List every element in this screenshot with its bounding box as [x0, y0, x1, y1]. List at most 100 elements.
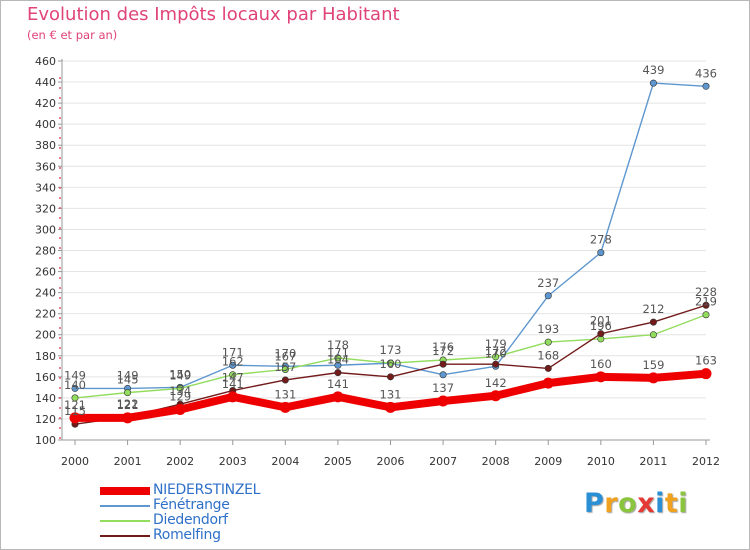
y-tick-label: 460 [35, 55, 56, 68]
data-label: 178 [327, 338, 349, 352]
data-point [386, 359, 394, 367]
data-label: 436 [695, 66, 717, 80]
data-point [595, 371, 607, 383]
data-label: 141 [222, 377, 244, 391]
y-tick-label: 300 [35, 223, 56, 236]
data-point [544, 364, 552, 372]
brand-logo: Proxiti [584, 488, 688, 519]
data-point [122, 412, 134, 424]
y-tick-label: 320 [35, 202, 56, 215]
data-label: 170 [274, 346, 296, 360]
x-tick-label: 2012 [692, 455, 720, 468]
data-point [386, 373, 394, 381]
data-point [437, 395, 449, 407]
y-tick-label: 420 [35, 97, 56, 110]
data-label: 145 [117, 373, 139, 387]
data-label: 142 [485, 376, 507, 390]
data-label: 168 [537, 348, 559, 362]
y-tick-label: 380 [35, 139, 56, 152]
data-label: 121 [117, 398, 139, 412]
data-label: 147 [222, 371, 244, 385]
data-label: 149 [64, 368, 86, 382]
data-label: 137 [432, 381, 454, 395]
x-tick-label: 2005 [324, 455, 352, 468]
brand-letter: t [664, 488, 679, 519]
y-tick-label: 360 [35, 160, 56, 173]
data-label: 439 [642, 63, 664, 77]
data-label: 149 [169, 368, 191, 382]
data-point [702, 82, 710, 90]
x-tick-label: 2007 [429, 455, 457, 468]
data-point [492, 360, 500, 368]
data-label: 115 [64, 404, 86, 418]
data-point [229, 371, 237, 379]
data-label: 171 [327, 345, 349, 359]
y-tick-label: 140 [35, 392, 56, 405]
legend-label-romelfing: Romelfing [153, 527, 221, 543]
y-tick-label: 260 [35, 266, 56, 279]
data-point [229, 361, 237, 369]
data-point [544, 338, 552, 346]
y-tick-label: 240 [35, 287, 56, 300]
data-label: 173 [380, 343, 402, 357]
data-label: 212 [642, 302, 664, 316]
y-tick-label: 280 [35, 245, 56, 258]
data-label: 171 [222, 345, 244, 359]
data-point [334, 369, 342, 377]
data-label: 121 [64, 398, 86, 412]
data-point [279, 401, 291, 413]
data-point [597, 330, 605, 338]
legend-label-fenetrange: Fénétrange [153, 497, 230, 513]
data-point [174, 403, 186, 415]
brand-letter: P [584, 488, 605, 519]
data-point [702, 311, 710, 319]
data-label: 141 [327, 377, 349, 391]
data-point [702, 301, 710, 309]
data-point [700, 368, 712, 380]
data-label: 134 [169, 384, 191, 398]
data-label: 162 [222, 355, 244, 369]
x-tick-label: 2008 [482, 455, 510, 468]
data-label: 131 [274, 387, 296, 401]
brand-letter: x [637, 488, 656, 519]
data-label: 140 [64, 378, 86, 392]
y-tick-label: 400 [35, 118, 56, 131]
x-tick-label: 2006 [377, 455, 405, 468]
data-point [332, 391, 344, 403]
chart-title: Evolution des Impôts locaux par Habitant [27, 4, 400, 25]
y-tick-label: 340 [35, 181, 56, 194]
x-tick-label: 2011 [639, 455, 667, 468]
x-tick-label: 2003 [219, 455, 247, 468]
x-tick-label: 2004 [271, 455, 299, 468]
data-label: 172 [485, 344, 507, 358]
x-tick-label: 2001 [114, 455, 142, 468]
x-tick-label: 2000 [61, 455, 89, 468]
chart-subtitle: (en € et par an) [27, 28, 118, 42]
data-point [71, 384, 79, 392]
data-label: 160 [380, 357, 402, 371]
legend-swatch-diedendorf [100, 520, 150, 522]
data-label: 157 [274, 360, 296, 374]
data-point [281, 365, 289, 373]
legend-swatch-fenetrange [100, 505, 150, 507]
data-label: 170 [485, 346, 507, 360]
data-point [597, 249, 605, 257]
data-label: 172 [432, 344, 454, 358]
y-tick-label: 120 [35, 413, 56, 426]
data-point [439, 360, 447, 368]
data-label: 129 [169, 389, 191, 403]
legend-label-niederstinzel: NIEDERSTINZEL [153, 482, 261, 498]
x-tick-label: 2010 [587, 455, 615, 468]
data-point [334, 361, 342, 369]
data-point [490, 390, 502, 402]
brand-letter: o [618, 488, 638, 519]
data-label: 150 [169, 367, 191, 381]
data-point [176, 384, 184, 392]
data-point [649, 331, 657, 339]
y-tick-label: 440 [35, 76, 56, 89]
data-label: 176 [432, 340, 454, 354]
data-label: 196 [590, 319, 612, 333]
data-label: 193 [537, 322, 559, 336]
data-label: 179 [485, 337, 507, 351]
data-point [492, 353, 500, 361]
